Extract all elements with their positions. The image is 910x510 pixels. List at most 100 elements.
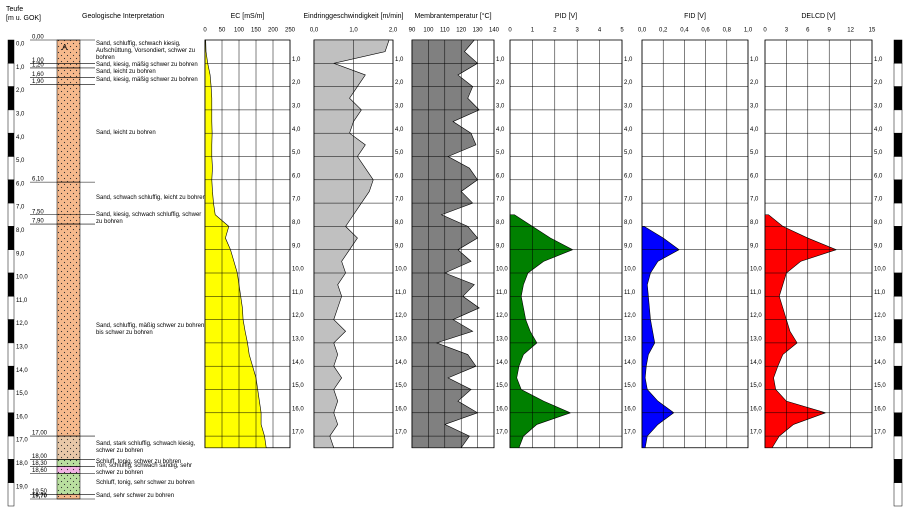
y-tick-label: 3,0 <box>750 103 759 109</box>
depth-unit: [m u. GOK] <box>6 15 41 22</box>
ruler-label: 9,0 <box>16 251 25 257</box>
ruler-block <box>7 202 15 227</box>
x-tick-label: 150 <box>251 28 262 34</box>
layer-description-text: Sand, schluffig, mäßig schwer zu bohren … <box>96 323 205 337</box>
boundary-label: 18,00 <box>32 454 48 460</box>
y-tick-label: 3,0 <box>496 103 505 109</box>
ruler-label: 8,0 <box>16 228 25 234</box>
layer-description-text: Sand, kiesig, mäßig schwer zu bohren <box>96 62 198 69</box>
track-title: EC [mS/m] <box>231 13 265 20</box>
y-tick-label: 8,0 <box>395 220 404 226</box>
layer-description: Sand, leicht zu bohren <box>96 69 156 76</box>
ruler-label: 11,0 <box>16 298 28 304</box>
boundary-label: 1,60 <box>32 72 44 78</box>
y-tick-label: 7,0 <box>292 197 301 203</box>
y-tick-label: 1,0 <box>750 57 759 63</box>
ruler-block <box>7 342 15 367</box>
y-tick-label: 9,0 <box>874 243 883 249</box>
y-tick-label: 6,0 <box>496 173 505 179</box>
track-title: Eindringgeschwindigkeit [m/min] <box>304 13 404 20</box>
y-tick-label: 15,0 <box>496 383 508 389</box>
ruler-block <box>893 226 903 250</box>
y-tick-label: 12,0 <box>496 313 508 319</box>
y-tick-label: 16,0 <box>750 406 762 412</box>
x-tick-label: 0,0 <box>310 28 319 34</box>
y-tick-label: 13,0 <box>395 336 407 342</box>
ruler-block <box>7 249 15 274</box>
y-tick-label: 2,0 <box>292 80 301 86</box>
ruler-block <box>7 39 15 64</box>
boundary-label: 19,70 <box>32 494 48 500</box>
y-tick-label: 9,0 <box>750 243 759 249</box>
y-tick-label: 7,0 <box>395 197 404 203</box>
layer-description-text: Sand, leicht zu bohren <box>96 69 156 76</box>
boundary-label: 0,00 <box>32 35 44 41</box>
y-tick-label: 11,0 <box>496 290 508 296</box>
ruler-block <box>7 389 15 414</box>
lithology-pattern <box>57 459 80 467</box>
ruler-block <box>7 179 15 204</box>
ruler-block <box>893 132 903 157</box>
x-tick-label: 15 <box>869 28 876 34</box>
y-tick-label: 13,0 <box>292 336 304 342</box>
y-tick-label: 14,0 <box>750 360 762 366</box>
layer-description-text: Sand, sehr schwer zu bohren <box>96 493 175 500</box>
layer-description-text: Sand, schwach schluffig, leicht zu bohre… <box>96 194 206 201</box>
x-tick-label: 100 <box>234 28 245 34</box>
layer-description-text: Schluff, tonig, schwer zu bohren <box>96 459 182 466</box>
y-tick-label: 16,0 <box>292 406 304 412</box>
ruler-label: 18,0 <box>16 461 28 467</box>
layer-description: Schluff, tonig, schwer zu bohren <box>96 459 182 466</box>
x-tick-label: 4 <box>598 28 602 34</box>
ruler-label: 0,0 <box>16 42 25 48</box>
x-tick-label: 130 <box>473 28 484 34</box>
lithology-pattern <box>57 473 80 495</box>
layer-description-text: Sand, stark schluffig, schwach kiesig, s… <box>96 440 196 454</box>
ruler-block <box>893 156 903 181</box>
x-tick-label: 2,0 <box>389 28 398 34</box>
y-tick-label: 14,0 <box>496 360 508 366</box>
boundary-label: 18,30 <box>32 461 48 467</box>
y-tick-label: 2,0 <box>395 80 404 86</box>
lithology-pattern <box>57 77 80 85</box>
layer-description-text: Sand, kiesig, schwach schluffig, schwer … <box>96 212 202 226</box>
x-tick-label: 0,8 <box>723 28 732 34</box>
layer-description: Ton, schluffig, schwach sandig, sehr sch… <box>96 462 192 476</box>
y-tick-label: 5,0 <box>292 150 301 156</box>
y-tick-label: 4,0 <box>292 127 301 133</box>
y-tick-label: 2,0 <box>624 80 633 86</box>
lithology-pattern <box>57 63 80 68</box>
x-tick-label: 250 <box>285 28 296 34</box>
layer-description: Sand, schluffig, schwach kiesig, Aufschü… <box>96 41 195 61</box>
ruler-block <box>893 249 903 274</box>
y-tick-label: 13,0 <box>496 336 508 342</box>
ruler-block <box>893 389 903 414</box>
ruler-block <box>893 296 903 320</box>
y-tick-label: 17,0 <box>624 430 636 436</box>
y-tick-label: 12,0 <box>395 313 407 319</box>
y-tick-label: 11,0 <box>750 290 762 296</box>
ruler-block <box>7 132 15 157</box>
y-tick-label: 2,0 <box>874 80 883 86</box>
boundary-label: 17,00 <box>32 431 48 437</box>
y-tick-label: 1,0 <box>496 57 505 63</box>
y-tick-label: 3,0 <box>292 103 301 109</box>
x-tick-label: 1,0 <box>744 28 753 34</box>
x-tick-label: 50 <box>219 28 226 34</box>
ruler-block <box>893 39 903 64</box>
boundary-label: 7,50 <box>32 209 44 215</box>
y-tick-label: 1,0 <box>874 57 883 63</box>
ruler-block <box>7 459 15 483</box>
y-tick-label: 2,0 <box>750 80 759 86</box>
layer-description-text: Ton, schluffig, schwach sandig, sehr sch… <box>96 462 192 476</box>
x-tick-label: 0,6 <box>701 28 710 34</box>
ruler-block <box>893 202 903 227</box>
x-tick-label: 110 <box>440 28 450 34</box>
y-tick-label: 7,0 <box>750 197 759 203</box>
y-tick-label: 15,0 <box>874 383 886 389</box>
y-tick-label: 1,0 <box>624 57 633 63</box>
x-tick-label: 3 <box>576 28 580 34</box>
y-tick-label: 11,0 <box>292 290 304 296</box>
ruler-block <box>893 365 903 390</box>
